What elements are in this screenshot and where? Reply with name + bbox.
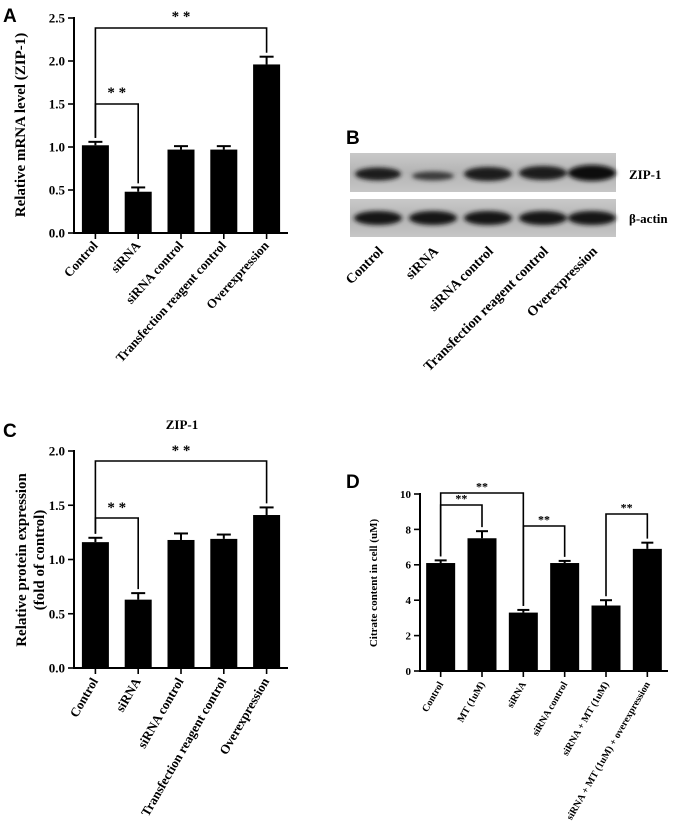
chart-d-bar (632, 548, 662, 671)
chart-c-y-tick-label: 0.5 (49, 606, 66, 621)
band-actin-sirna-control (464, 211, 512, 225)
blot-row-label-zip1: ZIP-1 (629, 167, 662, 182)
band-actin-sirna (409, 211, 457, 225)
chart-a-bar (253, 64, 281, 233)
band-actin-overexpression (568, 211, 616, 225)
chart-c-y-axis-label-2: (fold of control) (32, 510, 48, 611)
chart-a-y-axis-label: Relative mRNA level (ZIP-1) (13, 33, 29, 218)
band-zip1-sirna (412, 171, 454, 181)
band-actin-control (354, 211, 402, 225)
blot-zip1-bands (355, 165, 616, 181)
chart-a-bar (81, 145, 109, 233)
chart-a-bar (210, 149, 238, 233)
chart-d-bar (591, 605, 621, 671)
chart-a-bar (124, 191, 152, 233)
chart-d-category-label: siRNA control (530, 680, 570, 738)
chart-d-y-axis-label: Citrate content in cell (uM) (368, 519, 380, 648)
chart-d-category-label: siRNA (505, 679, 529, 710)
blot-row-label-actin: β-actin (629, 211, 668, 226)
chart-c-y-tick-label: 2.0 (49, 444, 65, 459)
chart-d-bar (550, 563, 580, 671)
chart-d-y-tick-label: 4 (406, 595, 412, 607)
chart-c-significance-label: * * (172, 443, 191, 459)
chart-a-significance-label: * * (172, 9, 191, 25)
chart-d-bar (467, 538, 497, 671)
panel-label-a: A (3, 6, 17, 27)
chart-d-significance-label: ** (476, 479, 488, 493)
chart-a-y-tick-label: 1.5 (49, 97, 66, 112)
chart-d-category-label: siRNA + MT (1uM) + overexpression (565, 680, 654, 823)
blot-actin-bands (354, 211, 616, 225)
chart-a-bar (167, 149, 195, 233)
chart-d-citrate-content: 0 2 4 6 8 10 Control MT (1uM) siRNA siRNA control… (368, 479, 668, 822)
chart-d-y-tick-label: 8 (406, 524, 412, 536)
chart-d-y-tick-label: 10 (400, 489, 412, 501)
band-zip1-sirna-control (464, 167, 512, 181)
chart-d-y-tick-label: 2 (406, 630, 412, 642)
chart-c-y-tick-label: 1.0 (49, 552, 65, 567)
panel-label-c: C (3, 421, 17, 442)
chart-d-significance-bracket (605, 513, 649, 597)
chart-d-significance-label: ** (538, 512, 550, 526)
chart-d-category-label: Control (420, 680, 446, 714)
chart-c-significance-label: * * (107, 500, 126, 516)
chart-c-bar (167, 539, 195, 668)
chart-d-bar (508, 612, 538, 671)
chart-c-category-label: Transfection reagent control (138, 675, 230, 819)
chart-a-significance-bracket (94, 27, 268, 138)
chart-c-bar (253, 515, 281, 668)
chart-c-y-tick-label: 0.0 (49, 661, 65, 676)
chart-d-significance-bracket (522, 525, 566, 606)
chart-a-y-tick-label: 2.0 (49, 54, 65, 69)
chart-c-significance-bracket (94, 460, 268, 534)
chart-a-y-tick-label: 0.0 (49, 226, 65, 241)
blot-lane-label: Control (343, 244, 387, 288)
chart-d-y-tick-label: 0 (406, 666, 412, 678)
chart-d-bar (426, 563, 456, 671)
chart-c-y-tick-label: 1.5 (49, 498, 66, 513)
chart-d-category-label: siRNA + MT (1uM) (560, 680, 611, 758)
chart-d-category-label: MT (1uM) (456, 680, 488, 725)
chart-d-significance-label: ** (455, 491, 467, 505)
band-zip1-transfection-control (519, 166, 567, 180)
chart-a-category-label: siRNA (108, 238, 144, 276)
chart-c-bar (81, 542, 109, 668)
chart-c-bar (210, 538, 238, 668)
chart-c-category-label: Control (66, 675, 101, 720)
panel-label-d: D (346, 472, 360, 493)
chart-a-y-tick-label: 1.0 (49, 140, 65, 155)
chart-d-y-tick-label: 6 (406, 560, 412, 572)
chart-c-title: ZIP-1 (166, 417, 199, 432)
panel-label-b: B (346, 128, 360, 149)
chart-a-y-tick-label: 2.5 (49, 11, 66, 26)
chart-a-y-tick-label: 0.5 (49, 183, 66, 198)
blot-lane-label: siRNA (403, 244, 442, 283)
chart-c-category-label: siRNA (112, 674, 144, 714)
band-zip1-control (355, 167, 401, 181)
chart-c-bar (124, 599, 152, 668)
band-zip1-overexpression (568, 165, 616, 181)
band-actin-transfection-control (519, 211, 567, 225)
chart-d-significance-label: ** (621, 500, 633, 514)
chart-c-y-axis-label: Relative protein expression (14, 473, 30, 647)
chart-a-significance-label: * * (107, 85, 126, 101)
chart-a-category-label: Control (61, 238, 101, 280)
